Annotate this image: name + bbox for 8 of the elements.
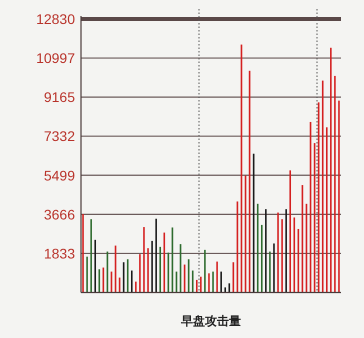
- y-tick-label: 1833: [44, 245, 76, 262]
- y-tick-label: 7332: [44, 128, 76, 144]
- y-tick-label: 12830: [36, 11, 76, 27]
- y-tick-label: 5499: [44, 167, 76, 184]
- y-tick-label: 10997: [36, 50, 76, 66]
- y-tick-label: 3666: [44, 206, 76, 222]
- x-axis-title: 早盘攻击量: [180, 314, 241, 328]
- y-tick-label: 9165: [44, 89, 76, 106]
